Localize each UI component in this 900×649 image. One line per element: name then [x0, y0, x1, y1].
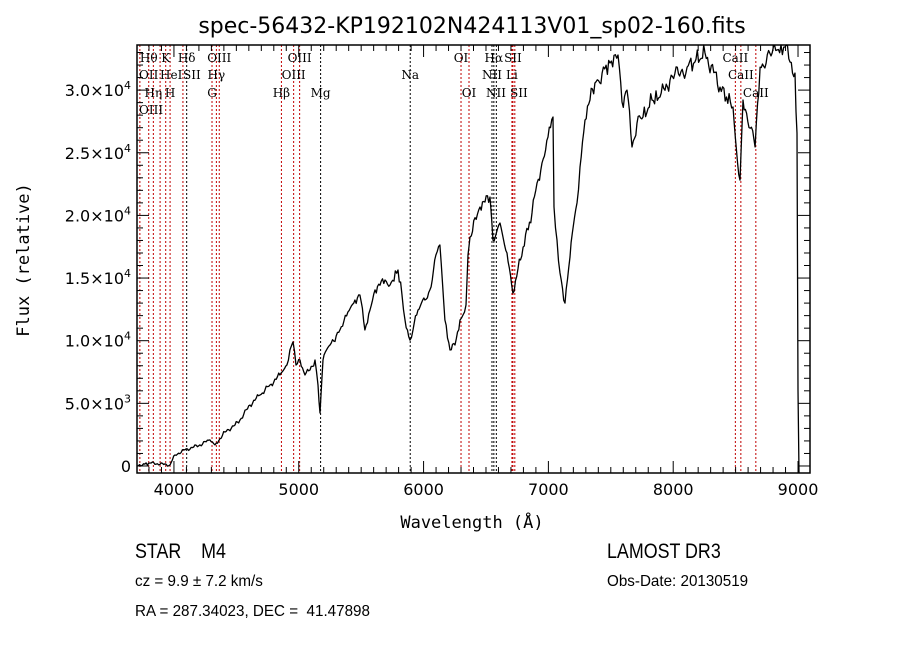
line-label: OIII — [207, 51, 231, 65]
survey-name: LAMOST DR3 — [607, 540, 721, 563]
y-tick-label: 1.5×104 — [65, 267, 131, 288]
line-label: G — [207, 86, 217, 100]
line-label: Hθ — [140, 51, 158, 65]
line-label: OIII — [282, 68, 306, 82]
line-label: Hβ — [273, 86, 290, 100]
line-label: OII — [139, 68, 159, 82]
x-tick-label: 7000 — [528, 480, 569, 499]
line-label: K — [161, 51, 171, 65]
line-label: OIII — [288, 51, 312, 65]
line-label: Hη — [145, 86, 163, 100]
ra-dec: RA = 287.34023, DEC = 41.47898 — [135, 603, 370, 620]
axes-ticks: 4000 5000 6000 7000 8000 9000 0 5.0×103 1.0×104 1… — [65, 45, 819, 499]
line-label: OIII — [139, 103, 163, 117]
y-tick-label: 2.5×104 — [65, 142, 131, 163]
x-tick-label: 5000 — [278, 480, 319, 499]
chart-title: spec-56432-KP192102N424113V01_sp02-160.f… — [198, 14, 745, 39]
x-tick-label: 9000 — [778, 480, 819, 499]
line-label: CaII — [728, 68, 754, 82]
line-label: NII — [482, 68, 502, 82]
line-label: Hγ — [208, 68, 226, 82]
line-label: SII — [510, 86, 528, 100]
y-tick-label: 2.0×104 — [65, 204, 131, 225]
line-label: SII — [504, 51, 522, 65]
line-label: Hα — [485, 51, 504, 65]
line-label: CaII — [743, 86, 769, 100]
line-label: Mg — [311, 86, 331, 100]
y-tick-label: 0 — [121, 457, 131, 476]
redshift-cz: cz = 9.9 ± 7.2 km/s — [135, 573, 263, 590]
spectral-lines — [139, 45, 757, 473]
line-label: SII — [183, 68, 201, 82]
line-label: OI — [462, 86, 477, 100]
object-class: STAR M4 — [135, 540, 226, 563]
spectrum-line — [136, 44, 800, 474]
line-label: OI — [454, 51, 469, 65]
x-axis-label: Wavelength (Å) — [400, 511, 543, 533]
x-tick-label: 8000 — [653, 480, 694, 499]
x-tick-label: 6000 — [403, 480, 444, 499]
line-label: Na — [401, 68, 419, 82]
spectrum-series — [136, 44, 800, 474]
line-label: HeI — [160, 68, 183, 82]
plot-frame — [136, 44, 811, 474]
line-label: H — [165, 86, 175, 100]
line-label: Li — [506, 68, 518, 82]
y-tick-label: 3.0×104 — [65, 79, 131, 100]
y-tick-label: 5.0×103 — [65, 392, 131, 413]
x-tick-label: 4000 — [154, 480, 195, 499]
y-axis-label: Flux (relative) — [14, 183, 34, 337]
line-label: CaII — [722, 51, 748, 65]
line-label: NII — [486, 86, 506, 100]
y-tick-label: 1.0×104 — [65, 330, 131, 351]
line-label: Hδ — [178, 51, 196, 65]
obs-date: Obs-Date: 20130519 — [607, 573, 749, 590]
